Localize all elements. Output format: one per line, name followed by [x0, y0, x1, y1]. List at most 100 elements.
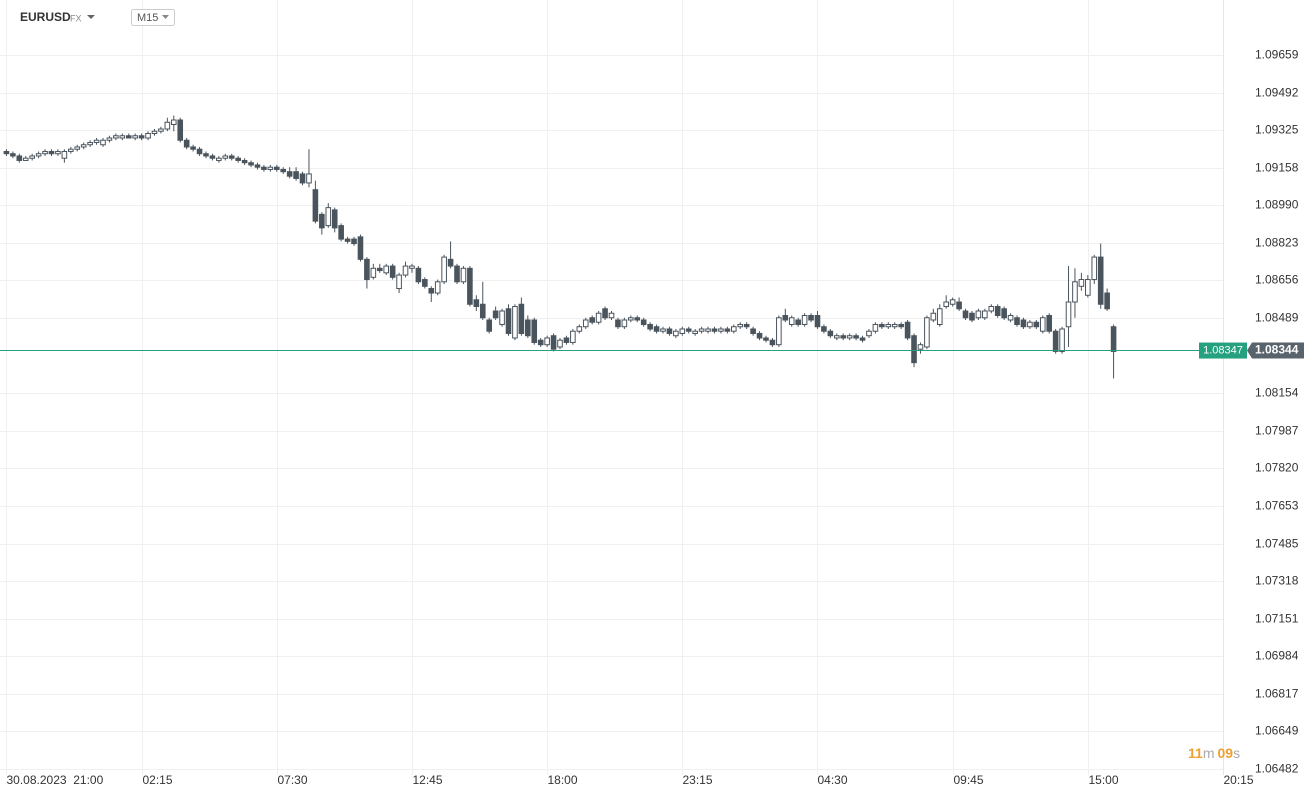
candle-body — [769, 339, 776, 346]
candle-body — [801, 314, 808, 325]
candle-body — [55, 150, 61, 155]
countdown-s: s — [1233, 745, 1240, 761]
candle-body — [1104, 292, 1110, 310]
y-tick-label: 1.07151 — [1255, 612, 1299, 626]
candle-body — [512, 306, 518, 339]
candle-body — [956, 301, 962, 310]
candle-body — [879, 323, 885, 328]
candle-body — [306, 173, 312, 184]
candle-body — [376, 267, 383, 272]
candle-body — [286, 171, 293, 177]
candle-body — [486, 319, 492, 332]
candle-body — [1033, 321, 1040, 328]
candle-body — [930, 312, 937, 321]
candle-body — [447, 258, 454, 267]
candle-body — [866, 330, 872, 337]
candle-body — [814, 314, 821, 328]
candle-body — [698, 328, 705, 332]
candle-body — [660, 328, 666, 332]
candle-body — [743, 323, 750, 328]
candle-body — [119, 135, 126, 139]
candle-body — [628, 317, 634, 321]
candle-body — [158, 128, 164, 132]
y-tick-label: 1.09659 — [1255, 48, 1299, 62]
candle-body — [988, 306, 995, 312]
candle-body — [563, 337, 570, 343]
candle-body — [106, 137, 113, 141]
candle-body — [705, 328, 711, 332]
interval[interactable]: M15 — [137, 12, 158, 24]
symbol-dropdown[interactable] — [87, 15, 95, 19]
candle-body — [80, 144, 87, 148]
candle-body — [100, 139, 106, 146]
x-tick-label: 04:30 — [818, 773, 848, 787]
y-tick-label: 1.06649 — [1255, 724, 1299, 738]
candle-body — [492, 310, 499, 319]
candle-body — [74, 146, 81, 150]
candle-body — [132, 135, 138, 139]
candle-body — [544, 337, 550, 346]
candle-body — [370, 267, 377, 278]
x-tick-label: 30.08.2023 21:00 — [7, 773, 104, 787]
candle-body — [68, 148, 74, 152]
candle-body — [582, 319, 589, 328]
candle-body — [853, 335, 859, 339]
market: FX — [70, 13, 82, 23]
candle-body — [441, 256, 447, 283]
candle-body — [756, 332, 763, 339]
candle-body — [190, 146, 196, 150]
y-tick-label: 1.07987 — [1255, 424, 1299, 438]
candle-body — [621, 319, 628, 328]
y-tick-label: 1.07318 — [1255, 574, 1299, 588]
candle-body — [209, 155, 216, 159]
ask-label: 1.08347 — [1203, 344, 1243, 356]
candle-body — [16, 155, 23, 161]
candle-body — [138, 135, 145, 139]
grid — [0, 0, 1224, 775]
candle-body — [479, 303, 486, 319]
candle-body — [473, 299, 480, 308]
y-tick-label: 1.09158 — [1255, 161, 1299, 175]
interval-dropdown[interactable] — [162, 15, 169, 19]
candle-body — [299, 173, 306, 184]
labels: 1.09659 1.09492 1.09325 1.09158 1.08990 1.088… — [7, 48, 1304, 787]
candle-body — [1014, 317, 1020, 325]
candle-body — [499, 310, 505, 325]
x-tick-label: 20:15 — [1224, 773, 1254, 787]
candle-body — [898, 323, 904, 328]
candle-body — [846, 335, 853, 339]
candle-body — [42, 150, 48, 155]
last-price-box — [1247, 342, 1304, 359]
candle-body — [177, 119, 184, 141]
candle-body — [821, 326, 827, 332]
candle-body — [525, 319, 531, 337]
candle-body — [396, 274, 402, 290]
candle-body — [1078, 279, 1085, 287]
candle-body — [788, 317, 795, 325]
candle-body — [422, 279, 428, 287]
symbol[interactable]: EURUSD — [20, 10, 71, 24]
candle-body — [331, 209, 338, 229]
candle-body — [434, 281, 441, 294]
candle-body — [685, 328, 692, 332]
candle-body — [537, 339, 544, 346]
candle-body — [608, 312, 615, 319]
interval-box[interactable] — [131, 9, 175, 26]
candle-body — [1065, 301, 1072, 328]
candle-body — [312, 189, 319, 222]
x-tick-label: 18:00 — [548, 773, 578, 787]
candle-body — [338, 225, 344, 240]
candle-body — [1020, 319, 1027, 328]
candle-body — [602, 308, 608, 319]
candle-body — [994, 306, 1001, 316]
candle-body — [962, 310, 969, 319]
candle-body — [293, 171, 299, 179]
candle-body — [22, 157, 29, 161]
candle-body — [518, 303, 525, 334]
y-tick-label: 1.06984 — [1255, 649, 1299, 663]
candle-body — [776, 317, 782, 346]
candle-body — [267, 166, 274, 170]
